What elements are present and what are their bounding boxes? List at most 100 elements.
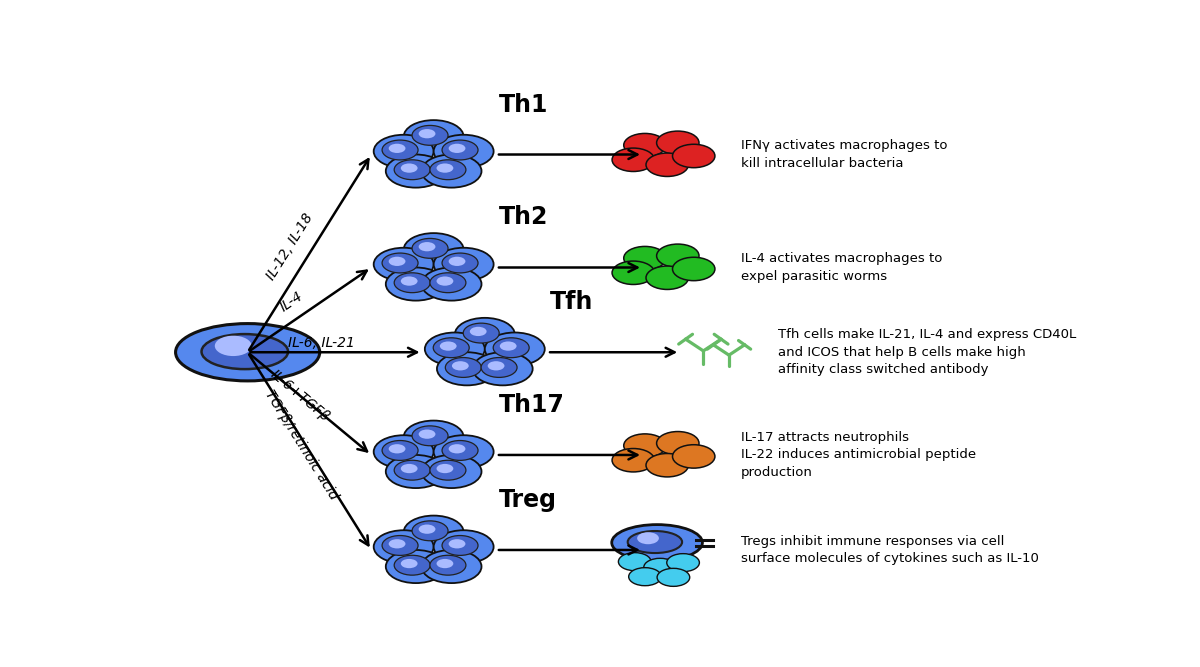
Circle shape — [430, 160, 466, 179]
Circle shape — [646, 266, 689, 289]
Circle shape — [442, 140, 478, 160]
Circle shape — [394, 460, 430, 480]
Circle shape — [656, 244, 700, 267]
Circle shape — [646, 454, 689, 477]
Circle shape — [499, 342, 516, 351]
Circle shape — [421, 267, 481, 301]
Circle shape — [389, 143, 406, 153]
Text: TGFβ/retinoic acid: TGFβ/retinoic acid — [263, 388, 341, 502]
Text: IL-12, IL-18: IL-12, IL-18 — [264, 211, 316, 283]
Circle shape — [433, 135, 493, 168]
Circle shape — [442, 440, 478, 460]
Circle shape — [401, 276, 418, 285]
Text: IL-6+TGFβ: IL-6+TGFβ — [268, 367, 332, 424]
Circle shape — [437, 352, 497, 386]
Text: IL-4 activates macrophages to
expel parasitic worms: IL-4 activates macrophages to expel para… — [740, 252, 942, 283]
Circle shape — [419, 430, 436, 439]
Circle shape — [672, 144, 715, 167]
Circle shape — [389, 444, 406, 454]
Circle shape — [394, 555, 430, 575]
Circle shape — [382, 440, 418, 460]
Circle shape — [382, 140, 418, 160]
Ellipse shape — [612, 525, 702, 561]
Circle shape — [394, 273, 430, 293]
Text: IFNγ activates macrophages to
kill intracellular bacteria: IFNγ activates macrophages to kill intra… — [740, 139, 947, 170]
Text: IL-4: IL-4 — [277, 289, 306, 314]
Circle shape — [401, 163, 418, 173]
Circle shape — [403, 120, 463, 153]
Text: IL-17 attracts neutrophils
IL-22 induces antimicrobial peptide
production: IL-17 attracts neutrophils IL-22 induces… — [740, 431, 976, 479]
Text: Th17: Th17 — [499, 393, 565, 417]
Circle shape — [430, 273, 466, 293]
Circle shape — [442, 536, 478, 556]
Circle shape — [419, 242, 436, 251]
Circle shape — [629, 568, 661, 586]
Circle shape — [433, 247, 493, 281]
Circle shape — [412, 125, 448, 145]
Circle shape — [672, 257, 715, 281]
Circle shape — [656, 131, 700, 155]
Circle shape — [624, 133, 666, 157]
Circle shape — [412, 426, 448, 446]
Text: Th1: Th1 — [499, 93, 548, 117]
Circle shape — [667, 554, 700, 572]
Circle shape — [412, 238, 448, 258]
Circle shape — [437, 276, 454, 285]
Circle shape — [624, 434, 666, 458]
Circle shape — [452, 362, 469, 370]
Circle shape — [440, 342, 457, 351]
Circle shape — [646, 153, 689, 177]
Circle shape — [487, 362, 504, 370]
Circle shape — [421, 155, 481, 187]
Circle shape — [672, 445, 715, 468]
Text: Treg: Treg — [499, 488, 557, 512]
Circle shape — [403, 233, 463, 266]
Text: Th2: Th2 — [499, 205, 548, 229]
Circle shape — [421, 550, 481, 583]
Circle shape — [442, 253, 478, 273]
Text: Tfh: Tfh — [550, 290, 593, 314]
Circle shape — [449, 539, 466, 548]
Circle shape — [215, 336, 252, 356]
Circle shape — [412, 521, 448, 541]
Circle shape — [433, 338, 469, 358]
Circle shape — [449, 143, 466, 153]
Circle shape — [382, 253, 418, 273]
Circle shape — [430, 460, 466, 480]
Circle shape — [463, 323, 499, 343]
Circle shape — [658, 568, 690, 586]
Circle shape — [385, 455, 445, 488]
Circle shape — [455, 318, 515, 351]
Circle shape — [449, 444, 466, 454]
Circle shape — [449, 257, 466, 266]
Circle shape — [473, 352, 533, 386]
Circle shape — [433, 530, 493, 564]
Circle shape — [612, 448, 654, 472]
Circle shape — [612, 148, 654, 171]
Ellipse shape — [175, 323, 319, 381]
Circle shape — [643, 558, 677, 576]
Circle shape — [493, 338, 529, 358]
Text: IL-6, IL-21: IL-6, IL-21 — [288, 336, 354, 350]
Circle shape — [637, 532, 659, 544]
Circle shape — [618, 553, 652, 571]
Circle shape — [389, 257, 406, 266]
Circle shape — [485, 333, 545, 366]
Circle shape — [385, 267, 445, 301]
Circle shape — [419, 129, 436, 138]
Circle shape — [382, 536, 418, 556]
Circle shape — [437, 559, 454, 568]
Circle shape — [421, 455, 481, 488]
Circle shape — [425, 333, 485, 366]
Circle shape — [373, 247, 433, 281]
Circle shape — [373, 436, 433, 468]
Text: Tfh cells make IL-21, IL-4 and express CD40L
and ICOS that help B cells make hig: Tfh cells make IL-21, IL-4 and express C… — [778, 328, 1076, 376]
Circle shape — [437, 163, 454, 173]
Circle shape — [481, 358, 517, 378]
Ellipse shape — [202, 334, 288, 369]
Circle shape — [612, 261, 654, 285]
Circle shape — [389, 539, 406, 548]
Circle shape — [394, 160, 430, 179]
Circle shape — [385, 550, 445, 583]
Ellipse shape — [628, 531, 682, 553]
